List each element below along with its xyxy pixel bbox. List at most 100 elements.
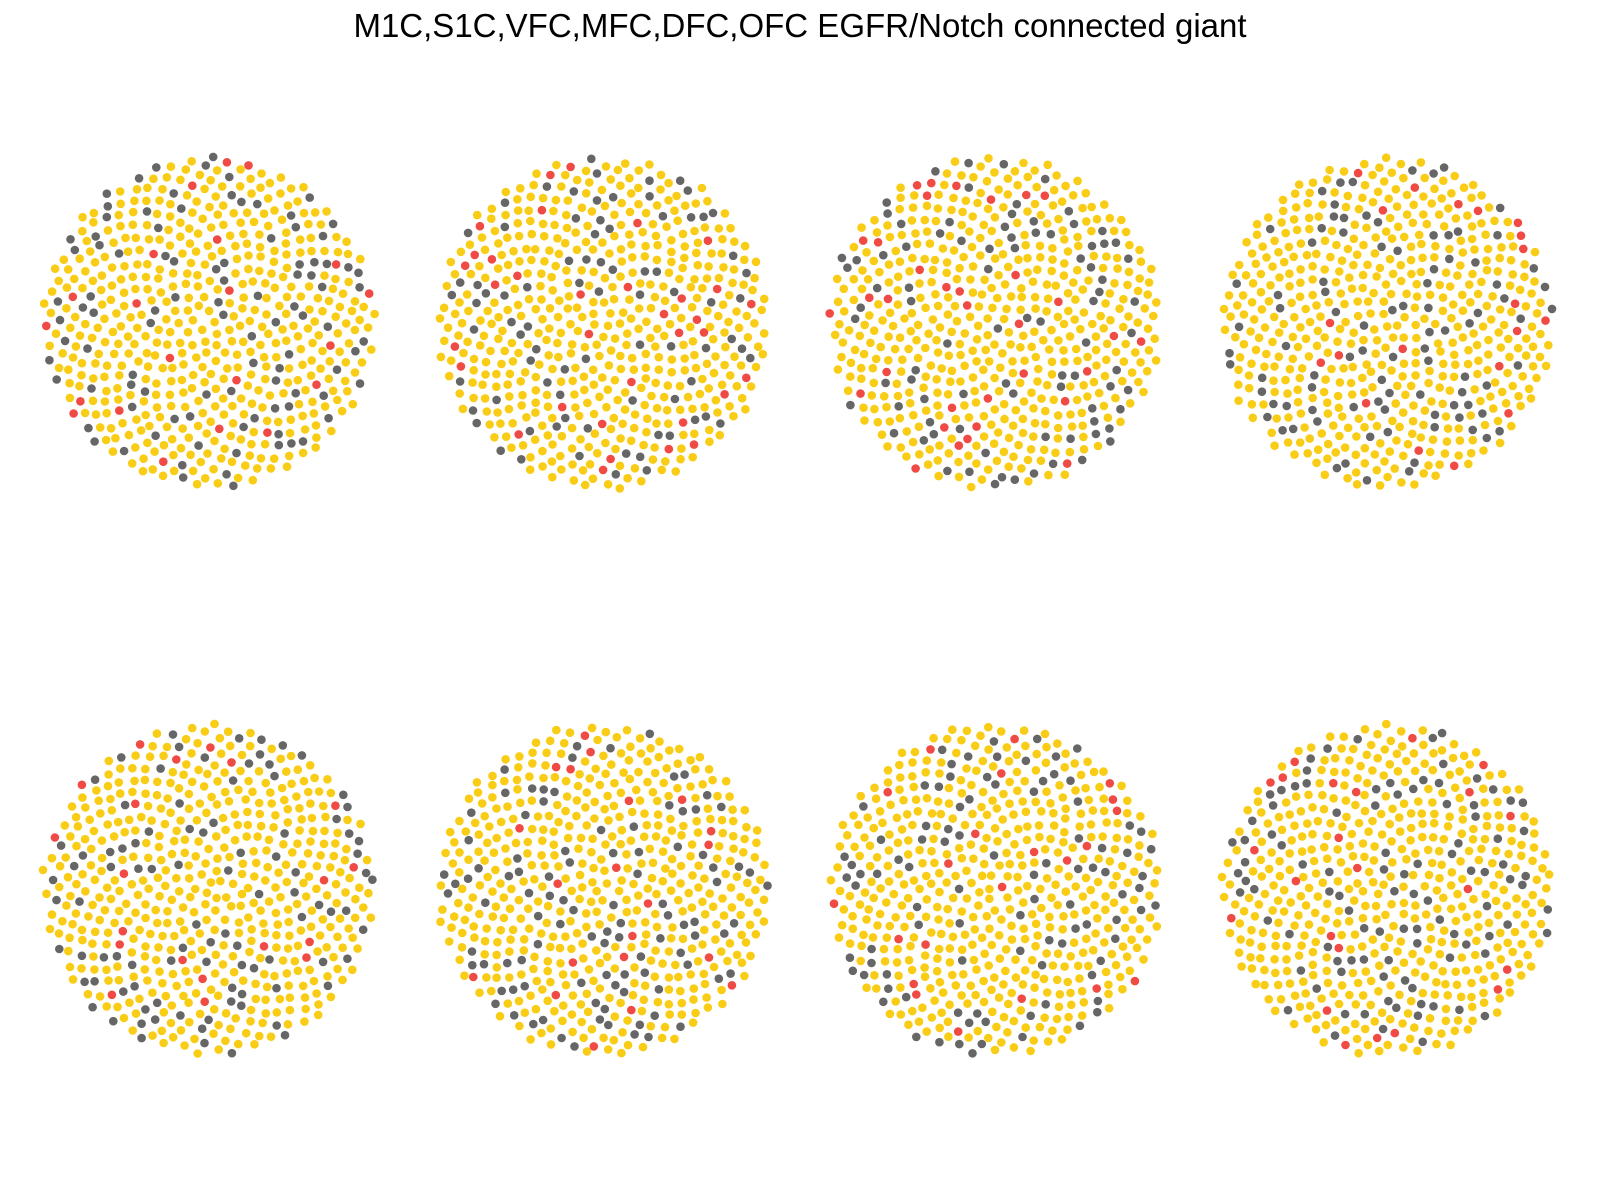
network-node-common [1087, 226, 1096, 236]
network-node-common [1083, 352, 1092, 362]
network-node-common [921, 343, 930, 353]
network-node-gray [1542, 928, 1552, 938]
network-node-common [933, 204, 943, 213]
network-node-common [979, 844, 989, 853]
network-node-common [306, 799, 315, 808]
network-node-common [1254, 900, 1264, 909]
network-node-common [1400, 777, 1410, 787]
network-node-gray [447, 290, 457, 300]
network-node-common [209, 1029, 218, 1038]
network-node-common [598, 238, 607, 247]
network-node-common [1312, 249, 1321, 259]
network-node-common [125, 998, 134, 1007]
network-node-common [1457, 902, 1467, 911]
network-node-gray [318, 231, 328, 241]
network-node-gray [1116, 404, 1125, 414]
network-node-common [1089, 767, 1099, 777]
network-node-common [655, 737, 664, 746]
network-node-common [1370, 325, 1379, 334]
network-node-gray [1241, 876, 1251, 886]
network-node-common [1497, 243, 1506, 252]
network-node-common [933, 456, 943, 465]
network-node-common [600, 866, 609, 875]
network-node-common [1055, 990, 1065, 999]
network-node-gray [1136, 827, 1146, 836]
network-node-common [188, 208, 197, 217]
network-node-common [1101, 905, 1110, 915]
network-node-common [568, 460, 577, 469]
network-node-common [721, 342, 730, 352]
network-node-common [238, 304, 247, 313]
network-node-common [155, 831, 164, 841]
network-node-common [565, 821, 574, 831]
network-node-common [615, 484, 625, 493]
network-node-common [166, 162, 176, 171]
network-node-gray [856, 869, 865, 879]
network-node-common [1017, 284, 1026, 293]
network-node-gray [1307, 238, 1317, 247]
network-node-gray [935, 1037, 944, 1047]
network-node-common [1323, 854, 1332, 863]
network-node-common [1418, 253, 1427, 263]
network-node-common [261, 279, 270, 288]
network-node-common [319, 839, 329, 849]
network-node-highlight [1105, 779, 1115, 788]
network-node-common [255, 242, 265, 252]
network-node-common [1406, 809, 1416, 818]
network-node-common [1424, 870, 1434, 880]
network-node-common [1342, 812, 1351, 822]
network-node-common [896, 367, 906, 376]
network-node-common [483, 306, 493, 316]
network-node-common [1101, 967, 1111, 977]
network-node-common [133, 260, 142, 269]
network-node-common [1061, 814, 1070, 823]
network-node-common [1358, 373, 1367, 383]
network-node-common [967, 780, 976, 790]
network-node-common [575, 894, 584, 904]
network-node-common [165, 241, 175, 250]
network-node-common [875, 909, 885, 919]
network-node-common [1060, 962, 1069, 971]
network-node-common [1011, 955, 1020, 964]
network-node-common [601, 769, 610, 779]
network-node-common [1059, 837, 1068, 847]
network-node-common [343, 815, 352, 825]
network-node-common [276, 892, 285, 902]
network-node-common [929, 834, 938, 844]
network-node-common [262, 982, 272, 992]
network-node-gray [592, 196, 602, 205]
network-node-common [954, 457, 963, 467]
network-node-common [984, 357, 994, 366]
network-node-common [1312, 458, 1321, 468]
network-node-common [726, 856, 735, 866]
network-node-common [739, 280, 748, 290]
network-node-common [460, 971, 469, 980]
network-node-common [1445, 812, 1454, 821]
network-node-highlight [1326, 931, 1336, 941]
network-node-gray [344, 829, 354, 838]
network-node-common [870, 215, 879, 225]
network-node-common [1285, 979, 1295, 988]
network-node-common [1011, 405, 1021, 415]
network-node-common [1323, 409, 1333, 418]
network-node-gray [1225, 360, 1235, 369]
network-node-common [737, 930, 746, 940]
network-node-common [1375, 481, 1385, 490]
network-node-common [1443, 991, 1452, 1000]
network-node-highlight [487, 254, 497, 264]
network-node-common [1351, 450, 1361, 460]
network-node-common [1102, 355, 1111, 365]
network-node-common [1511, 863, 1520, 873]
network-node-highlight [118, 926, 128, 936]
network-node-common [995, 861, 1004, 870]
network-node-common [306, 837, 315, 846]
network-node-gray [989, 851, 999, 860]
network-node-common [1530, 247, 1540, 257]
network-node-common [533, 812, 543, 821]
network-node-common [948, 814, 957, 823]
network-node-common [1520, 272, 1529, 282]
network-node-common [1311, 1025, 1321, 1034]
network-node-common [673, 759, 683, 768]
network-node-common [102, 408, 111, 418]
network-node-common [678, 934, 688, 944]
